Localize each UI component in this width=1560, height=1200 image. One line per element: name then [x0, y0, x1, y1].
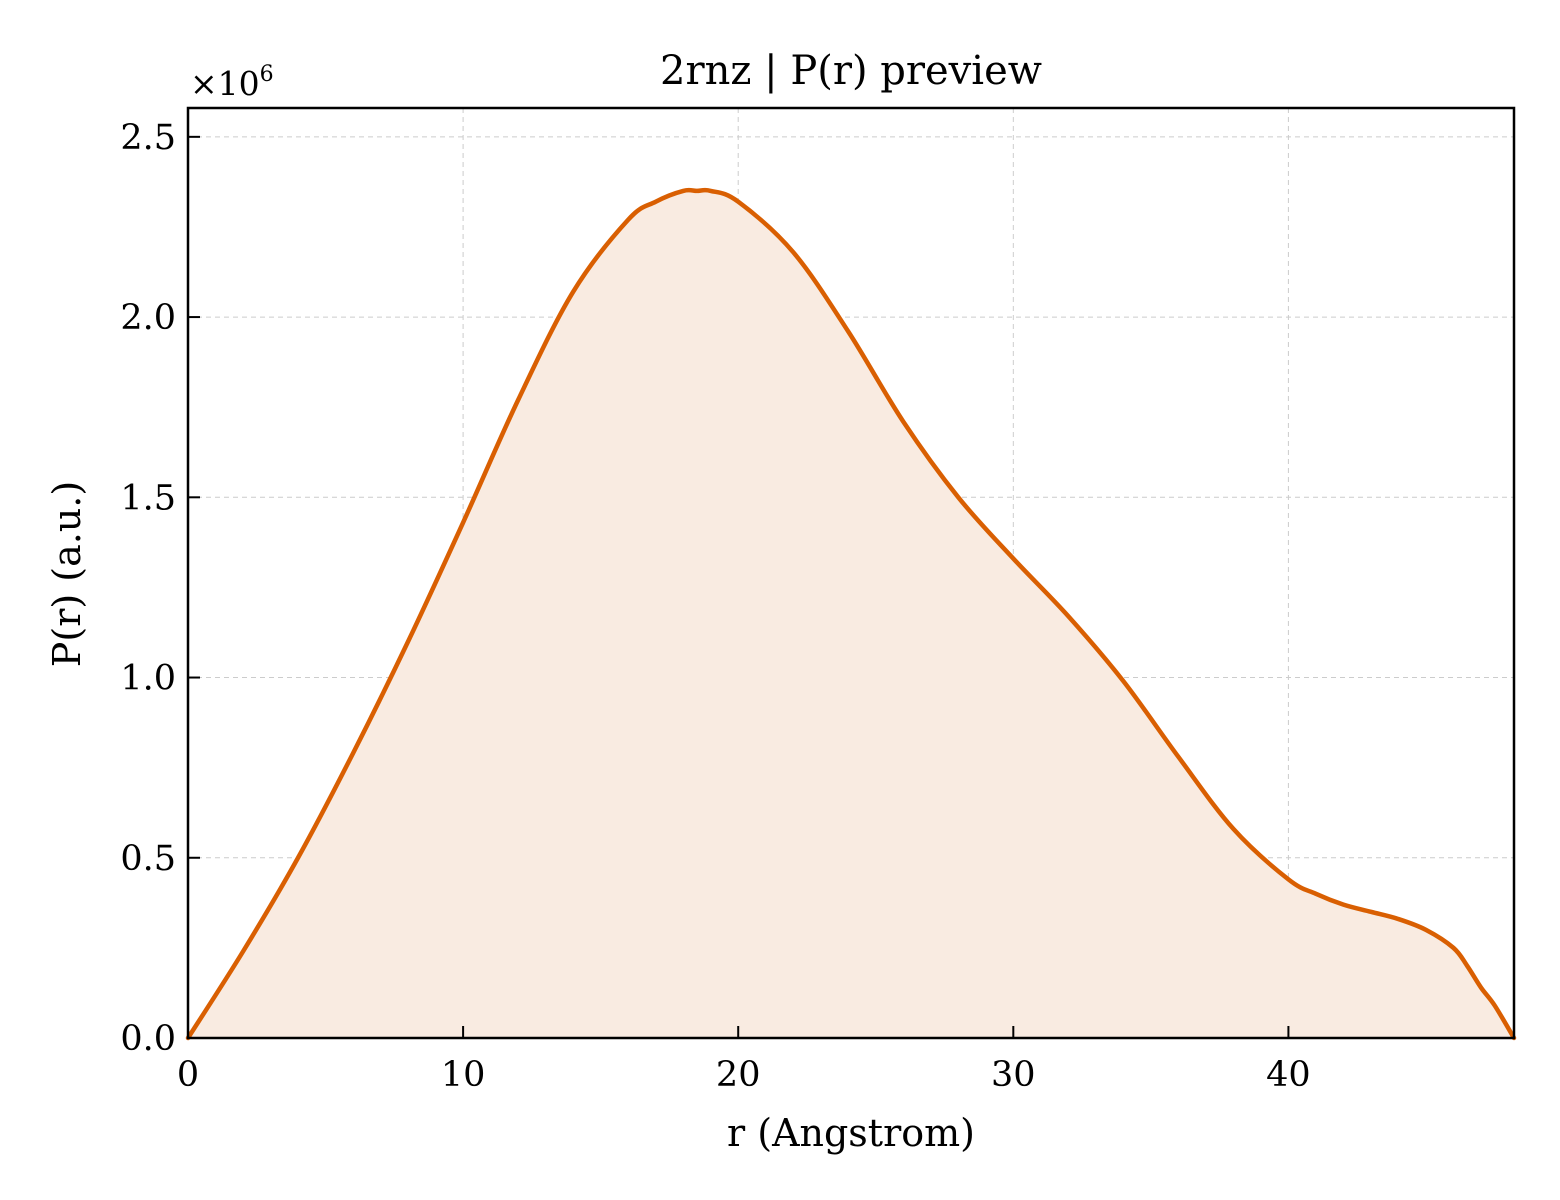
chart-title: 2rnz | P(r) preview — [660, 48, 1042, 94]
y-axis-multiplier-exponent: 6 — [260, 62, 274, 87]
plot-frame — [186, 106, 1516, 1040]
y-axis-label: P(r) (a.u.) — [45, 481, 89, 667]
x-tick-label: 30 — [991, 1055, 1036, 1095]
x-tick-label: 10 — [441, 1055, 486, 1095]
y-tick-label: 1.5 — [120, 478, 176, 518]
x-axis-label: r (Angstrom) — [727, 1111, 975, 1155]
y-tick-label: 1.0 — [120, 659, 176, 699]
y-tick-label: 2.5 — [120, 118, 176, 158]
x-tick-label: 20 — [716, 1055, 761, 1095]
y-tick-label: 0.5 — [120, 839, 176, 879]
y-axis-multiplier: ×106 — [190, 62, 274, 103]
x-tick-label: 40 — [1266, 1055, 1311, 1095]
pr-curve — [185, 187, 1517, 1041]
y-tick-label: 0.0 — [120, 1019, 176, 1059]
y-tick-label: 2.0 — [120, 298, 176, 338]
x-tick-label: 0 — [177, 1055, 199, 1095]
